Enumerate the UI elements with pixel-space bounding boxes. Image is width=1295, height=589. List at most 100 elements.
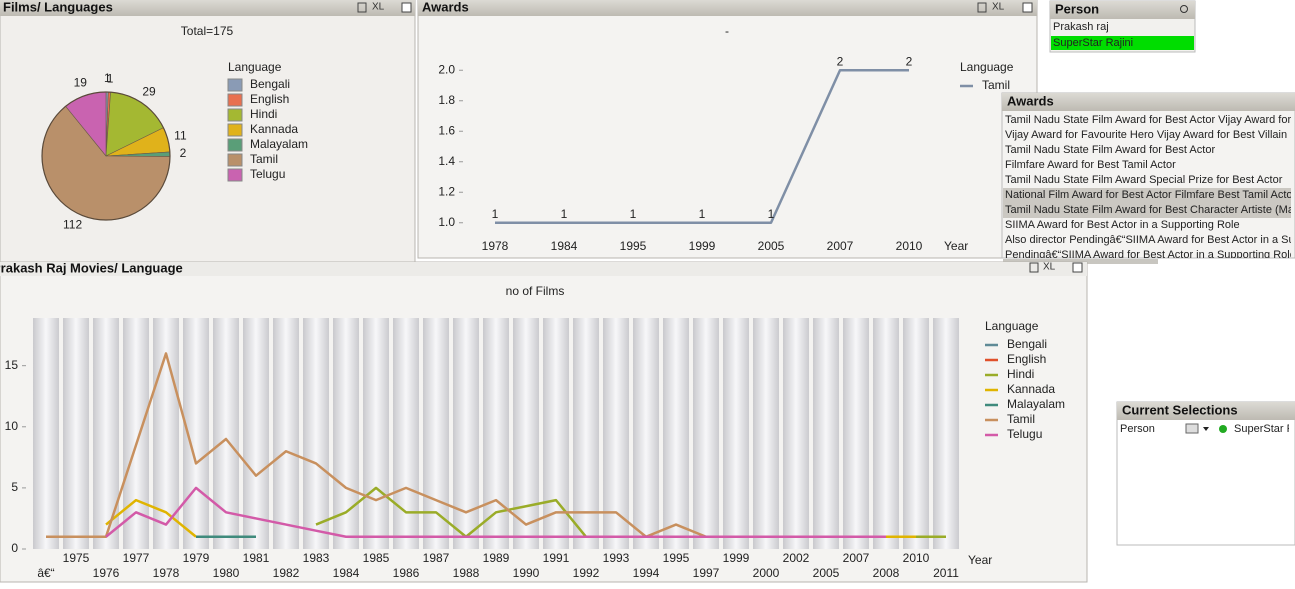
x-tick-label: 1991 [543, 551, 570, 565]
legend-label: Malayalam [250, 137, 308, 151]
minimize-button[interactable] [401, 2, 412, 13]
export-button[interactable]: XL [992, 2, 1005, 13]
band [723, 318, 749, 549]
x-tick-label: 1993 [603, 551, 630, 565]
data-label: 1 [104, 71, 111, 85]
band [783, 318, 809, 549]
x-tick-label: 1999 [723, 551, 750, 565]
selected-row [1051, 36, 1194, 50]
dropdown-icon[interactable] [1203, 427, 1209, 431]
minimize-button[interactable] [1022, 2, 1033, 13]
print-icon[interactable] [1029, 262, 1039, 273]
caption-bar [0, 262, 1087, 276]
x-tick-label: 1987 [423, 551, 450, 565]
legend-title: Language [985, 319, 1039, 333]
band [393, 318, 419, 549]
x-tick-label: 1995 [663, 551, 690, 565]
x-tick-label: 1975 [63, 551, 90, 565]
current-selections-box [1116, 401, 1295, 546]
band [633, 318, 659, 549]
export-button[interactable]: XL [372, 2, 385, 13]
y-tick-label: 1.6 [438, 123, 455, 137]
data-label: 112 [63, 218, 82, 232]
export-button[interactable]: XL [1043, 262, 1056, 273]
legend-title: Language [960, 60, 1014, 74]
band [663, 318, 689, 549]
list-item[interactable]: Also director Pendingâ€“SIIMA Award for … [1005, 234, 1295, 246]
list-item[interactable]: Filmfare Award for Best Tamil Actor [1005, 159, 1176, 171]
pie-outline [41, 91, 171, 221]
x-tick-label: 1984 [333, 566, 360, 580]
list-item[interactable]: National Film Award for Best Actor Filmf… [1005, 189, 1295, 201]
x-tick-label: 1997 [693, 566, 720, 580]
caption-bar [1002, 93, 1295, 111]
legend-label: Tamil [982, 78, 1010, 92]
x-tick-label: 2007 [827, 239, 854, 253]
x-axis-label: Year [944, 239, 968, 253]
band [363, 318, 389, 549]
panel-caption: Films/ Languages [3, 0, 113, 14]
y-tick-label: 1.8 [438, 93, 455, 107]
data-label: 1 [492, 207, 499, 221]
legend-swatch [227, 93, 243, 107]
x-tick-label: 1979 [183, 551, 210, 565]
band [603, 318, 629, 549]
data-label: 1 [768, 207, 775, 221]
y-tick-label: 0 [11, 541, 18, 555]
x-tick-label: â€“ [37, 566, 54, 580]
band [903, 318, 929, 549]
legend-label: Tamil [1007, 412, 1035, 426]
x-tick-label: 1982 [273, 566, 300, 580]
list-item[interactable]: Prakash raj [1053, 21, 1109, 33]
x-axis-label: Year [968, 553, 992, 567]
panel-caption: Prakash Raj Movies/ Language [0, 260, 183, 275]
print-icon[interactable] [357, 2, 367, 13]
legend-label: Kannada [250, 122, 298, 136]
band [753, 318, 779, 549]
list-item[interactable]: Tamil Nadu State Film Award Special Priz… [1005, 174, 1283, 186]
data-label: 2 [837, 54, 844, 68]
caption-bar [1050, 1, 1195, 19]
list-item[interactable]: Tamil Nadu State Film Award for Best Cha… [1005, 204, 1295, 216]
selection-field: Person [1120, 423, 1155, 435]
band [273, 318, 299, 549]
x-tick-label: 2010 [896, 239, 923, 253]
list-item[interactable]: Tamil Nadu State Film Award for Best Act… [1005, 114, 1291, 126]
search-icon[interactable] [1180, 5, 1188, 13]
clear-icon[interactable] [1185, 423, 1199, 434]
y-tick-label: 1.0 [438, 215, 455, 229]
panel [417, 0, 1038, 259]
band [93, 318, 119, 549]
x-tick-label: 1984 [551, 239, 578, 253]
list-item[interactable]: Vijay Award for Favourite Hero Vijay Awa… [1005, 129, 1295, 141]
band [243, 318, 269, 549]
highlighted-row [1003, 203, 1291, 218]
list-item[interactable]: SIIMA Award for Best Actor in a Supporti… [1005, 219, 1240, 231]
x-tick-label: 1981 [243, 551, 270, 565]
panel-caption: Awards [422, 0, 469, 14]
band [213, 318, 239, 549]
legend-label: Tamil [250, 152, 278, 166]
x-tick-label: 2007 [843, 551, 870, 565]
x-tick-label: 1999 [689, 239, 716, 253]
legend-label: English [250, 92, 289, 106]
list-item[interactable]: Pendingâ€“SIIMA Award for Best Actor in … [1005, 249, 1295, 261]
x-tick-label: 2005 [813, 566, 840, 580]
band [453, 318, 479, 549]
list-item[interactable]: SuperStar Rajini [1053, 37, 1133, 49]
minimize-button[interactable] [1072, 262, 1083, 273]
data-label: 1 [630, 207, 637, 221]
x-tick-label: 1990 [513, 566, 540, 580]
data-label: 2 [906, 54, 913, 68]
current-selections-title: Current Selections [1122, 402, 1238, 417]
x-tick-label: 1976 [93, 566, 120, 580]
band [693, 318, 719, 549]
print-icon[interactable] [977, 2, 987, 13]
x-tick-label: 2002 [783, 551, 810, 565]
legend-swatch [227, 108, 243, 122]
y-tick-label: 1.2 [438, 184, 455, 198]
legend-swatch [227, 123, 243, 137]
band [63, 318, 89, 549]
list-item[interactable]: Tamil Nadu State Film Award for Best Act… [1005, 144, 1215, 156]
